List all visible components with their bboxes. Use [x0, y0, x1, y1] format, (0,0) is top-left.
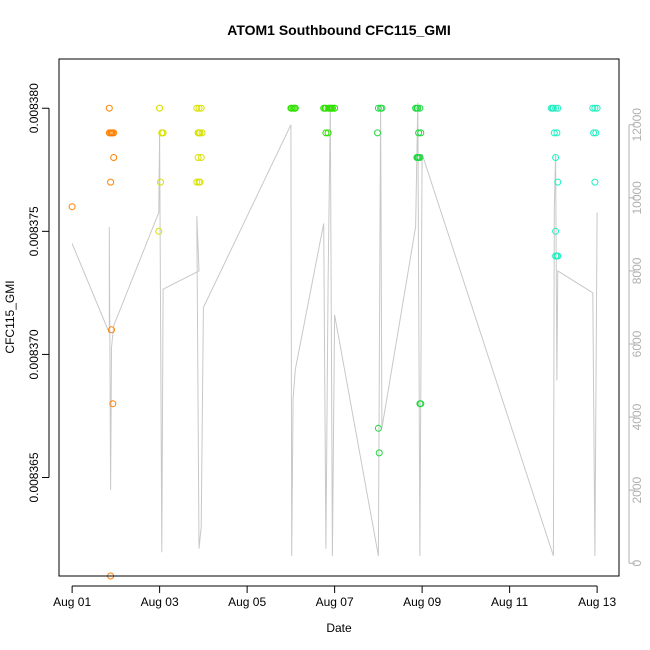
right-tick-label: 2000 — [630, 476, 644, 503]
data-point — [193, 104, 201, 112]
data-point — [105, 104, 113, 112]
y-tick-label: 0.008375 — [27, 206, 41, 256]
data-point — [413, 104, 421, 112]
data-point — [198, 129, 206, 137]
data-point — [374, 129, 381, 137]
data-point — [194, 154, 202, 161]
right-tick-label: 10000 — [630, 181, 644, 215]
data-point — [554, 104, 562, 112]
data-point — [374, 424, 382, 432]
data-point — [331, 104, 339, 112]
x-tick-label: Aug 09 — [403, 595, 441, 609]
data-point — [322, 129, 330, 137]
data-point — [193, 178, 201, 186]
data-point — [374, 104, 382, 112]
right-axis-series — [71, 102, 598, 557]
data-point — [107, 178, 115, 186]
y-axis-right: 0 2000 4000 6000 8000 10000 12000 — [628, 108, 644, 567]
data-point — [159, 129, 167, 137]
y-tick-label: 0.008370 — [27, 329, 41, 379]
data-point — [415, 154, 423, 161]
data-point — [291, 104, 299, 112]
data-point — [288, 104, 296, 112]
data-point — [375, 449, 383, 457]
data-point — [109, 400, 117, 408]
data-point — [552, 252, 560, 260]
x-tick-label: Aug 13 — [578, 595, 616, 609]
data-point — [415, 129, 423, 137]
data-point — [589, 104, 597, 112]
data-point — [552, 104, 560, 112]
y-tick-label: 0.008380 — [27, 83, 41, 133]
scatter-points — [68, 104, 601, 580]
data-point — [197, 154, 205, 161]
data-point — [155, 227, 163, 235]
data-point — [553, 129, 561, 137]
data-point — [549, 104, 556, 112]
data-point — [110, 129, 118, 137]
x-tick-label: Aug 07 — [316, 595, 354, 609]
data-point — [591, 178, 599, 186]
data-point — [328, 104, 336, 112]
data-point — [417, 129, 425, 137]
data-point — [110, 154, 118, 161]
right-tick-label: 4000 — [630, 403, 644, 430]
data-point — [552, 227, 560, 235]
x-tick-label: Aug 11 — [491, 595, 528, 609]
data-point — [195, 129, 203, 137]
data-point — [195, 104, 203, 112]
data-point — [378, 104, 386, 112]
data-point — [550, 129, 558, 137]
data-point — [592, 129, 600, 137]
right-series-line — [71, 102, 598, 557]
right-tick-label: 8000 — [630, 257, 644, 284]
data-point — [108, 326, 115, 334]
data-point — [195, 178, 203, 186]
x-tick-label: Aug 01 — [53, 595, 91, 609]
data-point — [157, 178, 164, 186]
data-point — [591, 104, 599, 112]
data-point — [68, 203, 76, 211]
data-point — [416, 400, 424, 408]
data-point — [552, 154, 560, 161]
right-tick-label: 12000 — [630, 108, 644, 142]
right-tick-label: 6000 — [630, 330, 644, 357]
data-point — [324, 129, 332, 137]
x-axis: Aug 01 Aug 03 Aug 05 Aug 07 Aug 09 Aug 11 Aug … — [53, 585, 616, 609]
chart-title: ATOM1 Southbound CFC115_GMI — [227, 22, 451, 38]
data-point — [593, 104, 601, 112]
plot-frame — [58, 58, 620, 577]
y-axis-left: 0.008365 0.008370 0.008375 0.008380 — [27, 83, 50, 503]
x-axis-label: Date — [326, 621, 352, 635]
y-tick-label: 0.008365 — [27, 452, 41, 502]
x-tick-label: Aug 05 — [228, 595, 266, 609]
right-tick-label: 0 — [630, 560, 644, 567]
data-point — [590, 129, 598, 137]
data-point — [197, 104, 205, 112]
x-tick-label: Aug 03 — [141, 595, 179, 609]
data-point — [416, 104, 424, 112]
data-point — [156, 104, 164, 112]
data-point — [554, 178, 562, 186]
y-axis-label: CFC115_GMI — [3, 280, 17, 353]
